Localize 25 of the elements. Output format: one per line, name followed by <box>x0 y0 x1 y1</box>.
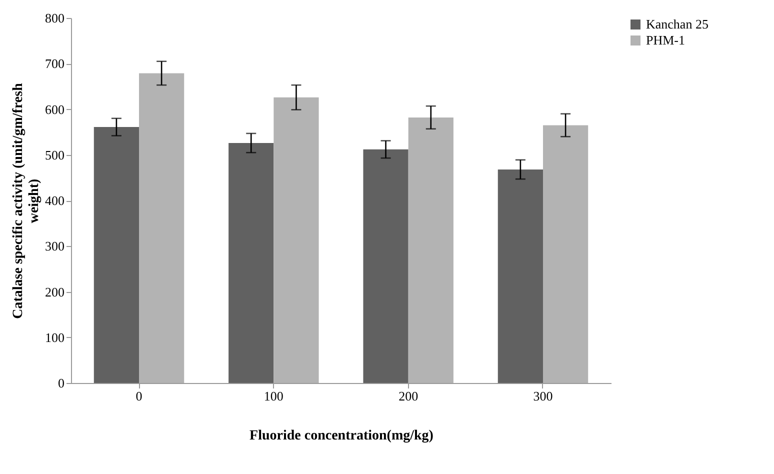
y-tick-label: 500 <box>45 147 64 162</box>
bar <box>542 125 588 383</box>
y-tick-label: 800 <box>45 10 64 26</box>
legend-label: Kanchan 25 <box>646 16 708 32</box>
y-tick-label: 200 <box>45 284 64 300</box>
legend-label: PHM-1 <box>646 32 686 48</box>
y-tick-label: 600 <box>45 102 64 117</box>
bar <box>408 117 454 383</box>
bar <box>94 127 140 383</box>
y-tick-label: 100 <box>45 330 64 345</box>
x-tick-label: 200 <box>398 388 418 404</box>
x-tick-label: 100 <box>264 388 284 404</box>
bar <box>139 73 184 383</box>
y-tick-label: 700 <box>45 56 64 72</box>
bar <box>228 143 274 383</box>
y-axis-title: Catalase specific activity (unit/gm/fresh weight) <box>11 82 42 319</box>
bar <box>363 149 408 383</box>
bar <box>498 169 543 383</box>
x-tick-label: 300 <box>533 388 553 404</box>
bar <box>274 97 319 383</box>
x-tick-label: 0 <box>136 388 142 404</box>
y-tick-label: 300 <box>45 238 64 254</box>
x-axis-title: Fluoride concentration(mg/kg) <box>250 428 434 444</box>
y-tick-label: 400 <box>45 193 64 208</box>
y-tick-label: 0 <box>58 376 64 390</box>
